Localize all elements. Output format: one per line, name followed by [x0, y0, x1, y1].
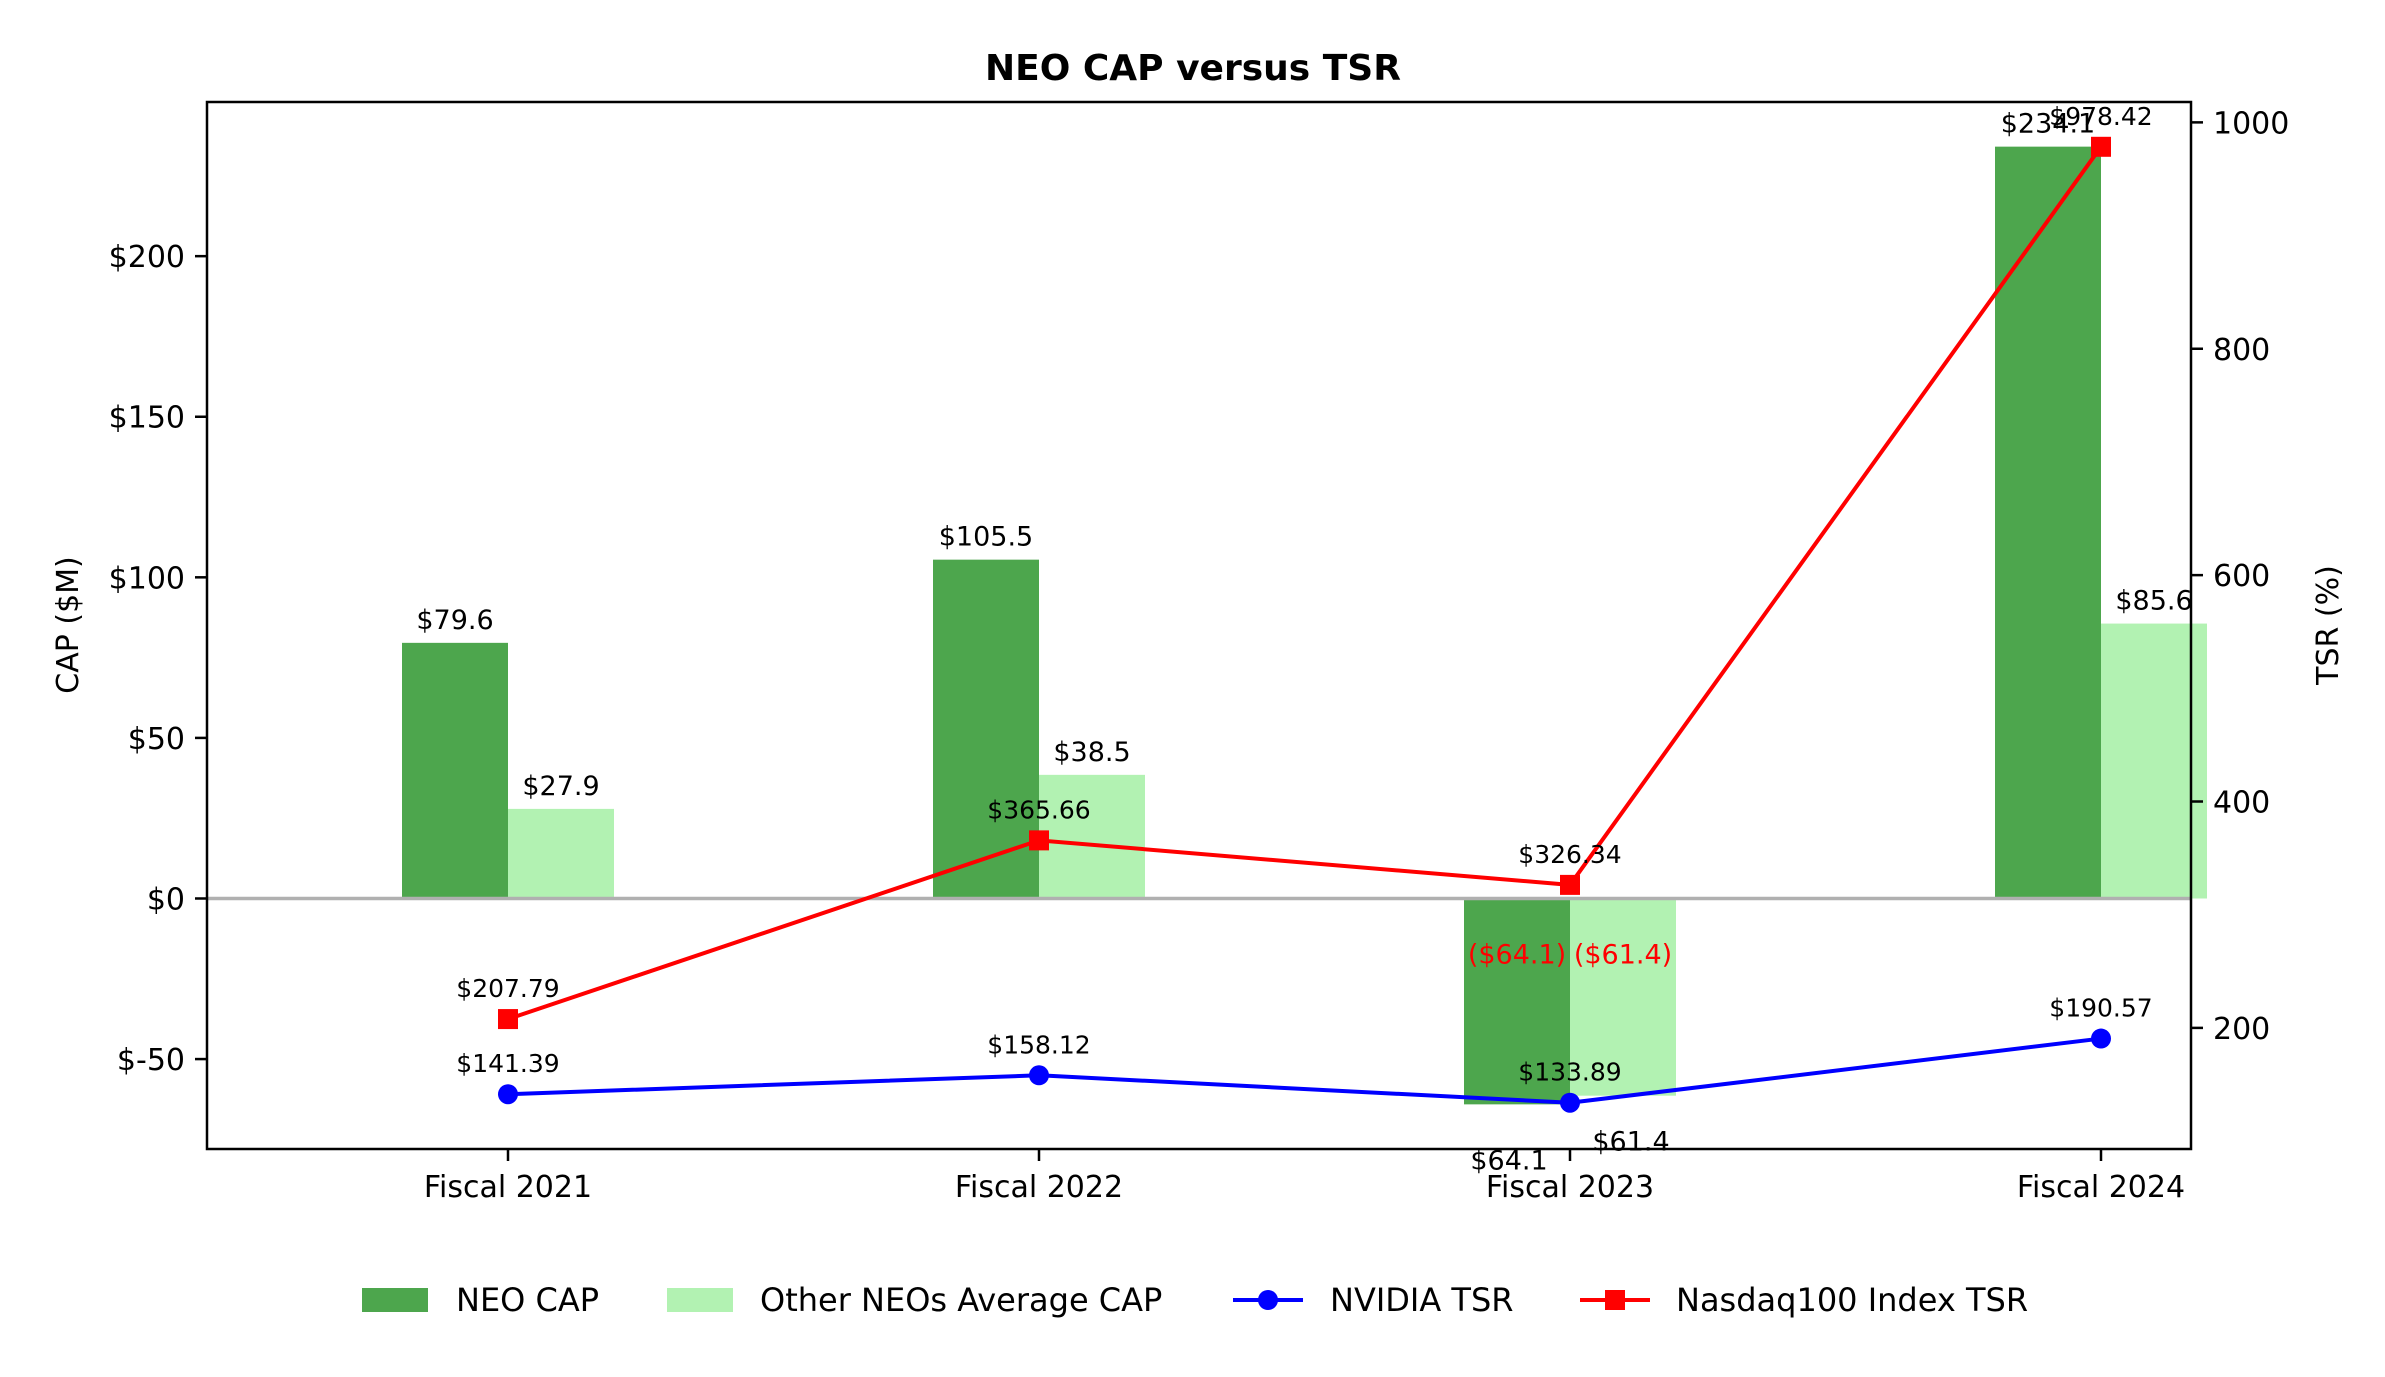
y-axis-left: $-50 $0 $50 $100 $150 $200 — [109, 240, 207, 1078]
bar-negative-inner-label: ($61.4) — [1574, 939, 1672, 970]
legend-label: Other NEOs Average CAP — [760, 1281, 1162, 1319]
line-point-1-0 — [498, 1009, 518, 1030]
line-value-label: $190.57 — [2049, 994, 2152, 1023]
line-point-0-0 — [498, 1084, 518, 1105]
x-axis: Fiscal 2021 Fiscal 2022 Fiscal 2023 Fiscal … — [424, 1149, 2185, 1205]
y-right-tick-label: 200 — [2213, 1012, 2270, 1047]
legend-label: NVIDIA TSR — [1330, 1281, 1514, 1319]
y-right-tick-label: 400 — [2213, 786, 2270, 821]
bar-0-3 — [1995, 146, 2101, 899]
line-value-label: $158.12 — [987, 1030, 1090, 1059]
chart-title: NEO CAP versus TSR — [985, 48, 1401, 89]
x-tick-label: Fiscal 2022 — [955, 1170, 1123, 1205]
bar-1-3 — [2101, 623, 2207, 899]
line-value-label: $207.79 — [456, 974, 559, 1003]
bar-0-0 — [402, 642, 508, 899]
bars-layer — [402, 146, 2207, 1105]
bar-value-label: $64.1 — [1470, 1145, 1547, 1176]
line-point-1-3 — [2091, 136, 2111, 157]
bar-1-2 — [1570, 898, 1676, 1096]
line-point-1-1 — [1029, 830, 1049, 851]
legend-swatch-0 — [362, 1288, 428, 1312]
y-left-tick-label: $200 — [109, 240, 185, 275]
line-value-label: $365.66 — [987, 795, 1090, 824]
legend: NEO CAP Other NEOs Average CAP NVIDIA TSR N… — [362, 1281, 2028, 1319]
line-value-label: $326.34 — [1518, 840, 1621, 869]
line-point-0-2 — [1560, 1092, 1580, 1113]
legend-marker-circle — [1258, 1290, 1278, 1310]
y-left-tick-label: $150 — [109, 401, 185, 436]
y-right-tick-label: 1000 — [2213, 106, 2289, 141]
legend-label: NEO CAP — [456, 1281, 599, 1319]
line-value-label: $978.42 — [2049, 102, 2152, 131]
y-right-tick-label: 600 — [2213, 559, 2270, 594]
bar-value-label: $27.9 — [522, 771, 599, 802]
line-point-1-2 — [1560, 874, 1580, 895]
line-point-0-3 — [2091, 1028, 2111, 1049]
lines-layer — [498, 136, 2111, 1113]
x-tick-label: Fiscal 2024 — [2017, 1170, 2185, 1205]
bar-value-label: $38.5 — [1053, 737, 1130, 768]
bar-1-0 — [508, 808, 614, 899]
y-left-tick-label: $-50 — [117, 1043, 185, 1078]
y-left-tick-label: $50 — [128, 722, 185, 757]
legend-swatch-1 — [667, 1288, 733, 1312]
y-axis-right-label: TSR (%) — [2311, 565, 2346, 686]
y-axis-right: 200 400 600 800 1000 — [2191, 106, 2289, 1047]
line-value-label: $133.89 — [1518, 1058, 1621, 1087]
bar-value-label: $61.4 — [1592, 1127, 1669, 1158]
y-left-tick-label: $100 — [109, 561, 185, 596]
bar-1-1 — [1039, 774, 1145, 899]
bar-value-label: $105.5 — [939, 522, 1033, 553]
plot-frame — [205, 100, 2193, 1151]
x-tick-label: Fiscal 2023 — [1486, 1170, 1654, 1205]
y-left-tick-label: $0 — [147, 882, 185, 917]
y-axis-left-label: CAP ($M) — [51, 556, 86, 693]
bar-0-2 — [1464, 898, 1570, 1105]
line-point-0-1 — [1029, 1065, 1049, 1086]
legend-label: Nasdaq100 Index TSR — [1676, 1281, 2028, 1319]
series-line-1 — [507, 145, 2103, 1021]
y-right-tick-label: 800 — [2213, 333, 2270, 368]
bar-value-label: $79.6 — [416, 605, 493, 636]
bar-value-label: $85.6 — [2115, 586, 2192, 617]
series-line-0 — [507, 1036, 2102, 1105]
bar-0-1 — [933, 559, 1039, 899]
bar-negative-inner-label: ($64.1) — [1468, 939, 1566, 970]
legend-marker-square — [1605, 1290, 1625, 1310]
bar-value-label: $234.1 — [2001, 109, 2095, 140]
x-tick-label: Fiscal 2021 — [424, 1170, 592, 1205]
line-value-label: $141.39 — [456, 1049, 559, 1078]
data-labels-layer: $79.6 $105.5 $64.1 ($64.1) $234.1 $27.9 $38.5 $… — [416, 102, 2192, 1177]
